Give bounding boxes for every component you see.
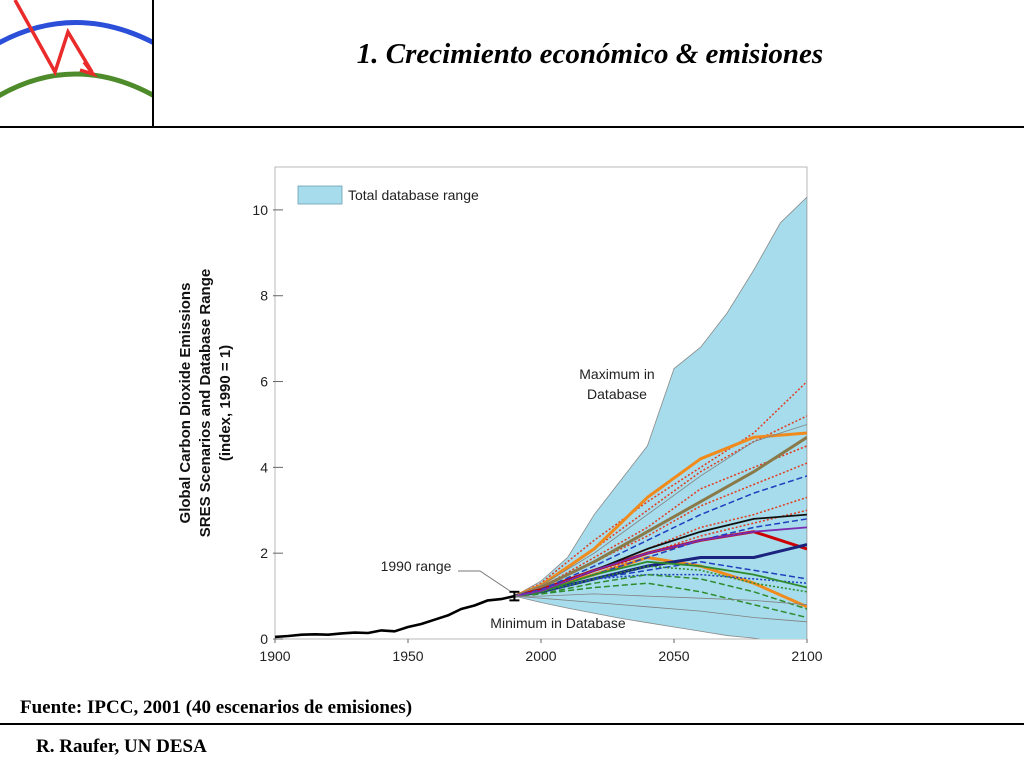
scenario-line-22 [514, 424, 807, 597]
logo [0, 0, 153, 127]
annotation-minimum: Minimum in Database [490, 615, 626, 631]
scenario-line-1 [514, 380, 807, 597]
logo-red-arrow [13, 0, 94, 77]
y-tick-label-6: 6 [260, 374, 268, 390]
y-axis-label-line-2: SRES Scenarios and Database Range [197, 269, 214, 537]
author-credit: R. Raufer, UN DESA [36, 736, 207, 757]
x-tick-label-1900: 1900 [259, 648, 290, 664]
scenario-line-19 [514, 565, 807, 597]
chart-svg: 0 2 4 6 8 10 1900 1950 2000 2050 2100 Global Carbon… [177, 166, 823, 664]
scenario-line-16 [514, 573, 807, 597]
legend-label: Total database range [348, 187, 479, 203]
scenario-line-21 [514, 526, 807, 597]
legend-swatch [297, 185, 343, 205]
emissions-chart: 0 2 4 6 8 10 1900 1950 2000 2050 2100 Global Carbon… [160, 150, 840, 685]
logo-arrow-head [79, 60, 98, 78]
header-divider-horizontal [0, 126, 1024, 128]
scenario-line-9 [513, 436, 807, 598]
annotation-1990-leader [458, 570, 511, 592]
logo-blue-arc [0, 20, 153, 46]
y-axis-label-line-1: Global Carbon Dioxide Emissions [177, 283, 194, 524]
scenario-line-4 [514, 462, 807, 597]
scenario-line-24 [514, 593, 807, 606]
historical-emissions-line [274, 594, 515, 639]
y-tick-label-2: 2 [260, 545, 268, 561]
y-tick-label-8: 8 [260, 288, 268, 304]
scenario-line-15 [514, 561, 807, 597]
x-tick-label-2000: 2000 [525, 648, 556, 664]
scenario-line-14 [514, 518, 807, 597]
y-tick-label-10: 10 [252, 202, 268, 218]
x-tick-label-2050: 2050 [658, 648, 689, 664]
x-tick-label-2100: 2100 [791, 648, 822, 664]
y-axis-label-line-3: (index, 1990 = 1) [217, 345, 234, 461]
x-tick-label-1950: 1950 [392, 648, 423, 664]
source-caption: Fuente: IPCC, 2001 (40 escenarios de emi… [20, 697, 413, 718]
y-tick-label-4: 4 [260, 459, 268, 475]
scenario-line-23 [514, 595, 807, 623]
slide-title: 1. Crecimiento económico & emisiones [356, 38, 824, 70]
annotation-1990-range: 1990 range [381, 558, 452, 574]
scenario-line-3 [514, 445, 807, 597]
annotation-maximum-line-1: Maximum in [579, 366, 654, 382]
header-divider-vertical [152, 0, 154, 127]
footer-divider [0, 723, 1024, 725]
annotation-maximum-line-2: Database [587, 386, 647, 402]
y-tick-label-0: 0 [260, 631, 268, 647]
scenario-line-13 [514, 475, 807, 597]
logo-green-arc [0, 71, 153, 99]
